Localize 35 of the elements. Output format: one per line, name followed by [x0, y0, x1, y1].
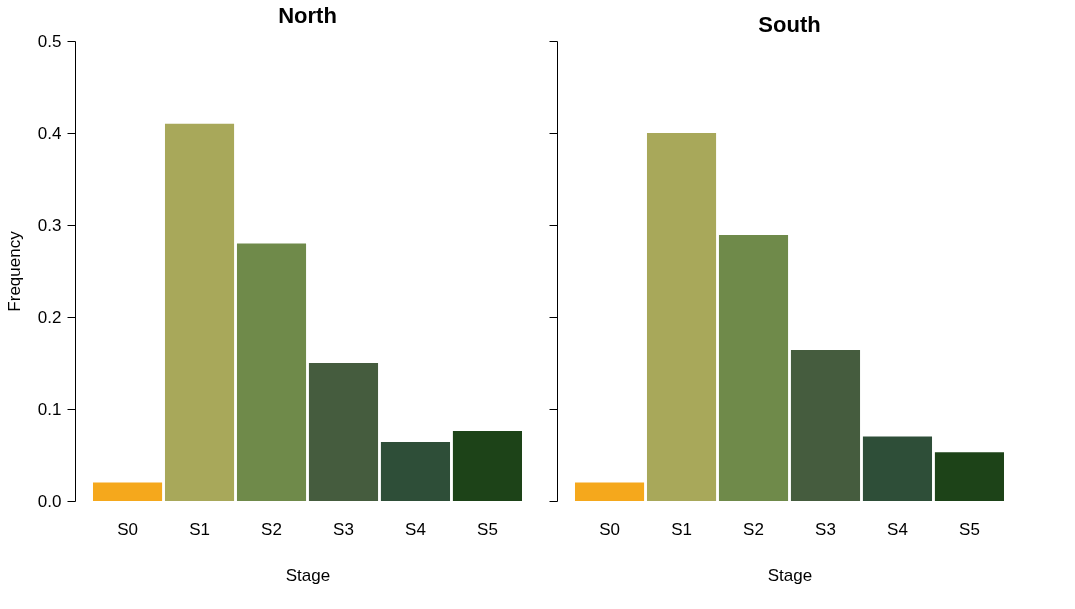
- y-tick-label: 0.3: [37, 215, 62, 235]
- chart-title: North: [278, 3, 337, 28]
- x-axis-title: Stage: [285, 565, 331, 585]
- x-tick-label: S5: [477, 519, 498, 539]
- bar: [236, 243, 307, 501]
- x-axis-title: Stage: [767, 565, 813, 585]
- y-tick-label: 0.1: [37, 399, 62, 419]
- bar: [862, 436, 933, 501]
- y-tick-label: 0.0: [37, 491, 62, 511]
- bar: [934, 452, 1004, 501]
- bar: [164, 123, 235, 501]
- x-tick-label: S4: [887, 519, 908, 539]
- bar: [452, 431, 522, 501]
- x-tick-label: S1: [671, 519, 692, 539]
- x-tick-label: S0: [599, 519, 620, 539]
- y-tick-label: 0.2: [37, 307, 62, 327]
- x-tick-label: S2: [743, 519, 764, 539]
- x-tick-label: S0: [117, 519, 138, 539]
- x-tick-label: S4: [405, 519, 426, 539]
- x-tick-label: S1: [189, 519, 210, 539]
- y-tick-label: 0.4: [37, 123, 62, 143]
- bar: [575, 482, 645, 501]
- bar: [646, 133, 717, 501]
- x-tick-label: S5: [959, 519, 980, 539]
- bar: [380, 442, 451, 501]
- bar: [718, 235, 789, 501]
- bar: [93, 482, 163, 501]
- bar: [790, 350, 861, 501]
- y-axis-title: Frequency: [4, 230, 24, 312]
- chart-title: South: [758, 11, 821, 37]
- y-tick-label: 0.5: [37, 31, 62, 51]
- x-tick-label: S2: [261, 519, 282, 539]
- bar: [308, 363, 379, 501]
- x-tick-label: S3: [333, 519, 354, 539]
- x-tick-label: S3: [815, 519, 836, 539]
